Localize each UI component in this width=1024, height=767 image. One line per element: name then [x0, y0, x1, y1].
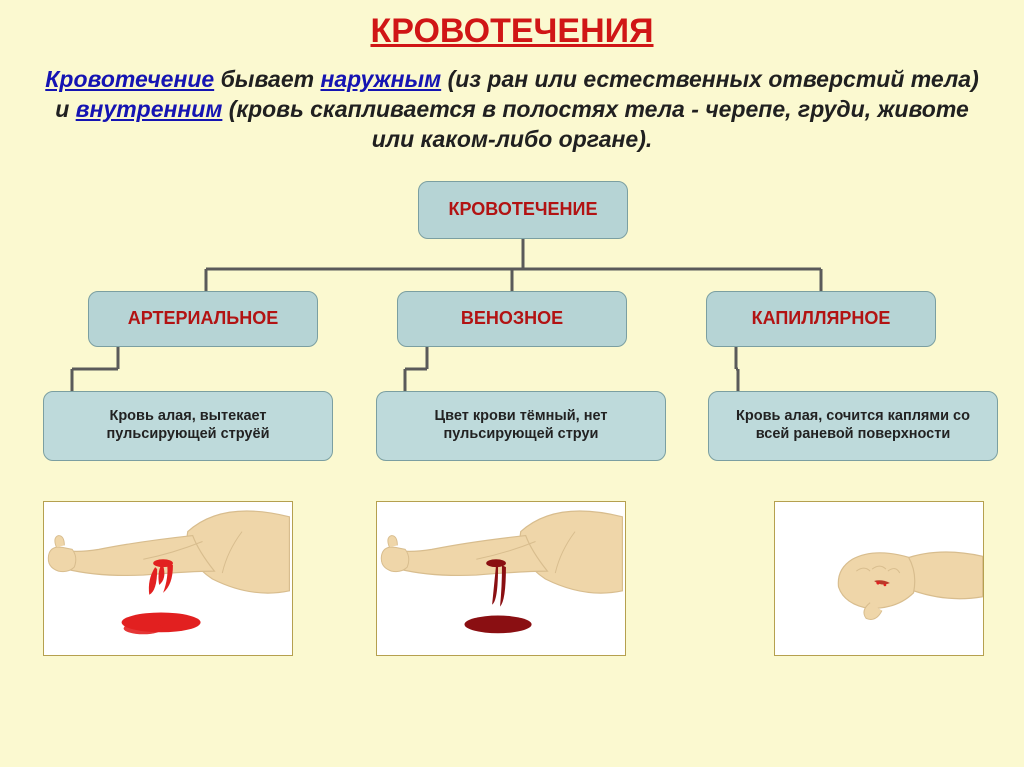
intro-em-3: внутренним — [76, 96, 223, 122]
illustration-arterial-svg — [44, 502, 292, 655]
intro-text-1: бывает — [221, 66, 321, 92]
intro-paragraph: Кровотечение бывает наружным (из ран или… — [28, 65, 996, 155]
page-title: КРОВОТЕЧЕНИЯ — [28, 12, 996, 51]
page-container: КРОВОТЕЧЕНИЯ Кровотечение бывает наружны… — [0, 0, 1024, 767]
branch-node-venous: ВЕНОЗНОЕ — [397, 291, 627, 347]
intro-em-2: наружным — [320, 66, 441, 92]
illustration-capillary — [774, 501, 984, 656]
branch-label-0: АРТЕРИАЛЬНОЕ — [128, 307, 279, 330]
desc-text-2: Кровь алая, сочится каплями со всей ране… — [719, 408, 987, 443]
diagram-area: КРОВОТЕЧЕНИЕ АРТЕРИАЛЬНОЕ ВЕНОЗНОЕ КАПИЛ… — [28, 181, 996, 661]
illustration-arterial — [43, 501, 293, 656]
desc-text-1: Цвет крови тёмный, нет пульсирующей стру… — [387, 408, 655, 443]
intro-em-1: Кровотечение — [45, 66, 214, 92]
desc-node-arterial: Кровь алая, вытекает пульсирующей струёй — [43, 391, 333, 461]
branch-label-2: КАПИЛЛЯРНОЕ — [752, 307, 891, 330]
branch-node-arterial: АРТЕРИАЛЬНОЕ — [88, 291, 318, 347]
desc-node-venous: Цвет крови тёмный, нет пульсирующей стру… — [376, 391, 666, 461]
intro-text-3: (кровь скапливается в полостях тела - че… — [229, 96, 969, 152]
root-label: КРОВОТЕЧЕНИЕ — [449, 198, 598, 221]
desc-text-0: Кровь алая, вытекает пульсирующей струёй — [54, 408, 322, 443]
illustration-venous-svg — [377, 502, 625, 655]
illustration-venous — [376, 501, 626, 656]
root-node: КРОВОТЕЧЕНИЕ — [418, 181, 628, 239]
desc-node-capillary: Кровь алая, сочится каплями со всей ране… — [708, 391, 998, 461]
branch-label-1: ВЕНОЗНОЕ — [461, 307, 563, 330]
branch-node-capillary: КАПИЛЛЯРНОЕ — [706, 291, 936, 347]
illustration-capillary-svg — [775, 502, 983, 655]
